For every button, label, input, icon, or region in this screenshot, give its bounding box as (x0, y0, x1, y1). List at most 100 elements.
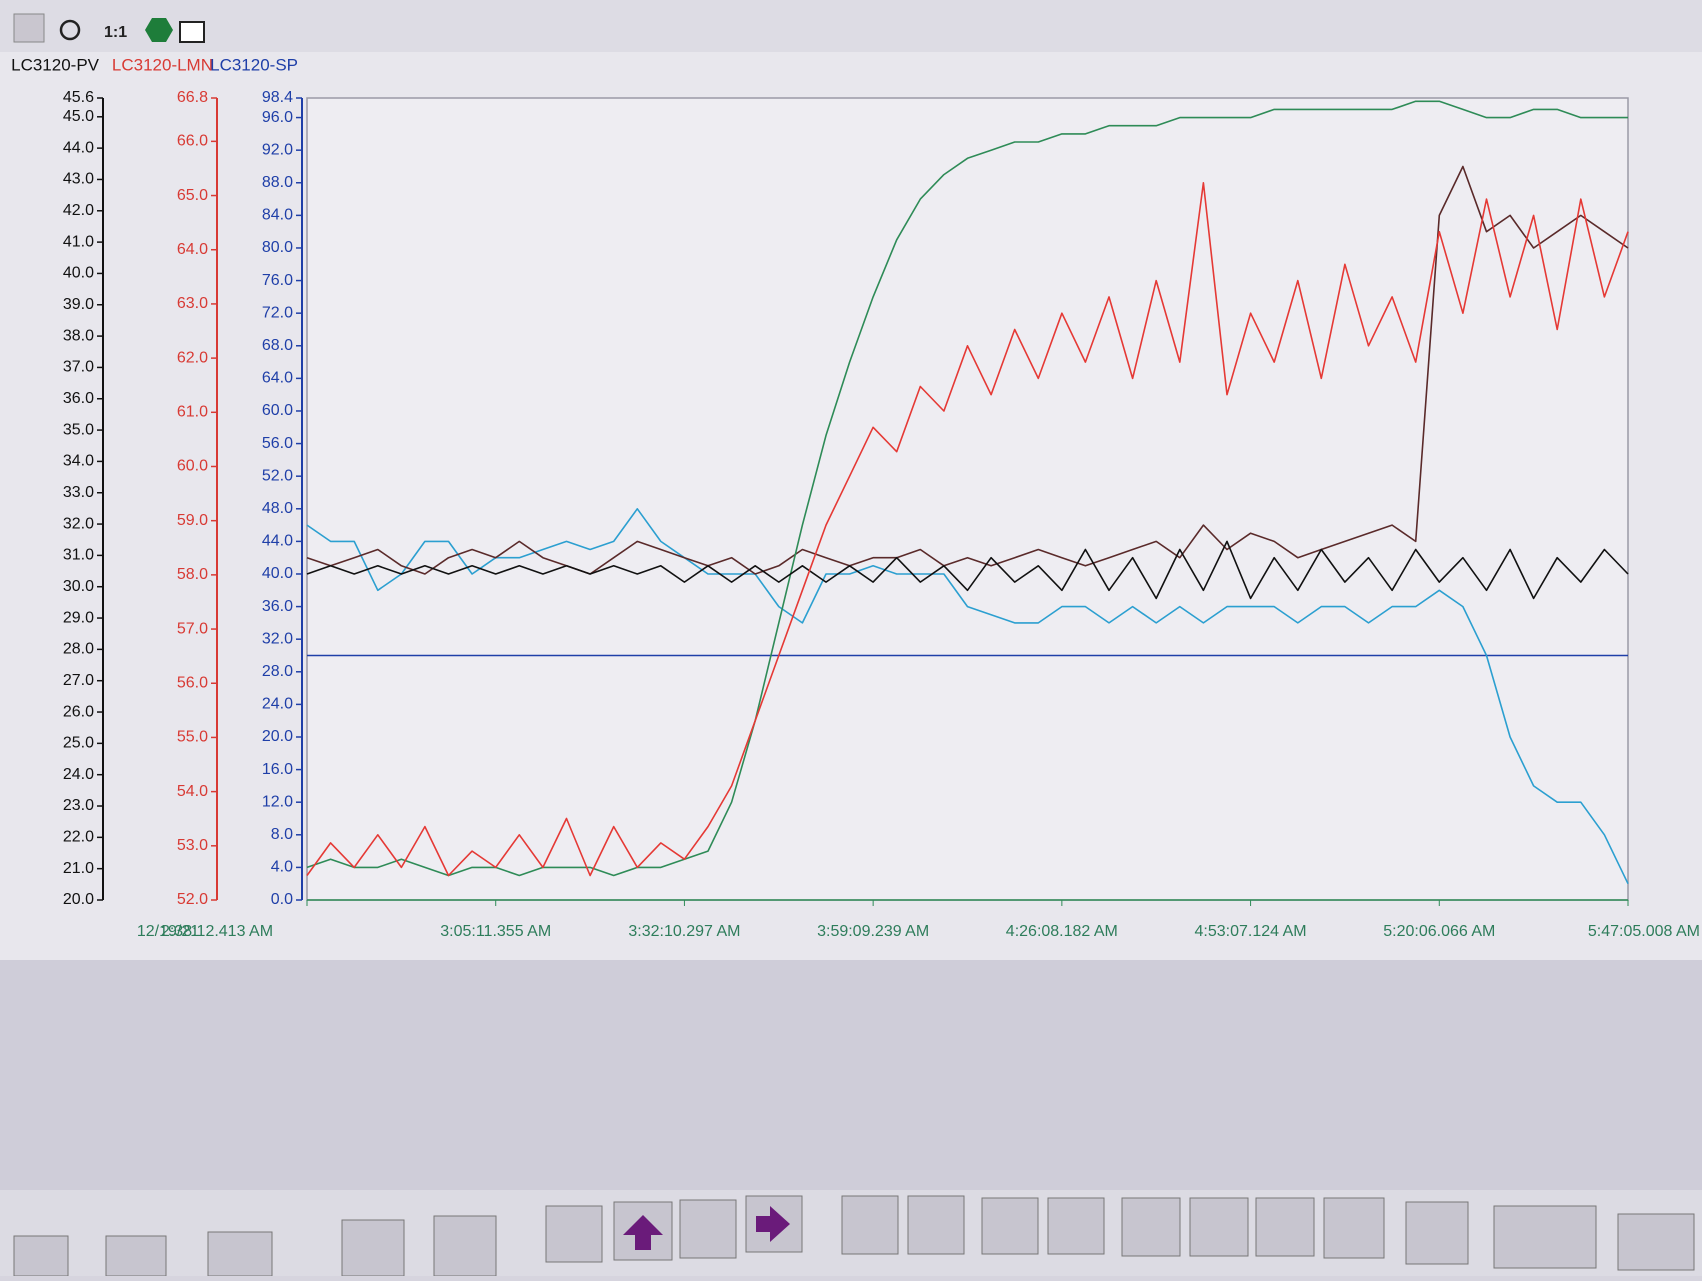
y-tick-label: 32.0 (63, 515, 94, 532)
y-tick-label: 28.0 (63, 641, 94, 658)
series-line (306, 100, 1628, 877)
y-tick-label: 44.0 (262, 533, 293, 550)
y-tick-label: 66.0 (177, 133, 208, 150)
y-tick-label: 60.0 (177, 458, 208, 475)
y-tick-label: 45.6 (63, 89, 94, 106)
toolbar-button[interactable] (13, 1235, 69, 1277)
y-tick-label: 63.0 (177, 295, 208, 312)
y-tick-label: 88.0 (262, 174, 293, 191)
y-tick-label: 23.0 (63, 797, 94, 814)
y-tick-label: 96.0 (262, 109, 293, 126)
empty-area (0, 960, 1702, 1190)
y-tick-label: 38.0 (63, 327, 94, 344)
y-tick-label: 45.0 (63, 108, 94, 125)
y-tick-label: 28.0 (262, 663, 293, 680)
x-tick-label: 2:38:12.413 AM (161, 923, 273, 940)
y-tick-label: 21.0 (63, 860, 94, 877)
toolbar-button[interactable] (1405, 1201, 1469, 1265)
y-tick-label: 98.4 (262, 89, 293, 106)
y-tick-label: 57.0 (177, 620, 208, 637)
y-tick-label: 66.8 (177, 89, 208, 106)
series-line (306, 540, 1629, 600)
y-tick-label: 29.0 (63, 609, 94, 626)
toolbar-button[interactable] (1121, 1197, 1181, 1257)
y-tick-label: 62.0 (177, 349, 208, 366)
y-tick-label: 60.0 (262, 402, 293, 419)
y-tick-label: 56.0 (177, 674, 208, 691)
toolbar-button[interactable] (1189, 1197, 1249, 1257)
y-tick-label: 20.0 (262, 728, 293, 745)
axis-title: LC3120-LMN (112, 55, 213, 74)
arrow-icon (756, 1206, 790, 1242)
nav-left-button[interactable] (545, 1205, 603, 1263)
print-button[interactable] (179, 21, 205, 43)
y-tick-label: 4.0 (271, 859, 293, 876)
y-tick-label: 44.0 (63, 139, 94, 156)
y-tick-label: 68.0 (262, 337, 293, 354)
zoom-button[interactable] (59, 19, 81, 41)
y-tick-label: 36.0 (63, 390, 94, 407)
y-tick-label: 36.0 (262, 598, 293, 615)
series-line (306, 508, 1629, 885)
y-tick-label: 34.0 (63, 453, 94, 470)
x-tick-label: 5:47:05.008 AM (1588, 923, 1700, 940)
y-tick-label: 40.0 (63, 265, 94, 282)
y-tick-label: 48.0 (262, 500, 293, 517)
y-tick-label: 76.0 (262, 272, 293, 289)
y-tick-label: 20.0 (63, 891, 94, 908)
redo-button[interactable] (907, 1195, 965, 1255)
toolbar-buttons (13, 1195, 1695, 1277)
forward-button[interactable] (981, 1197, 1039, 1255)
toolbar-button[interactable] (207, 1231, 273, 1277)
y-tick-label: 31.0 (63, 547, 94, 564)
y-tick-label: 24.0 (262, 696, 293, 713)
y-tick-label: 30.0 (63, 578, 94, 595)
nav-down-button[interactable] (679, 1199, 737, 1259)
y-tick-label: 24.0 (63, 766, 94, 783)
toolbar-button[interactable] (1493, 1205, 1597, 1269)
arrow-icon (623, 1215, 663, 1250)
y-tick-label: 43.0 (63, 171, 94, 188)
y-tick-label: 56.0 (262, 435, 293, 452)
x-tick-label: 3:59:09.239 AM (817, 923, 929, 940)
x-tick-label: 3:05:11.355 AM (440, 923, 551, 940)
y-tick-label: 27.0 (63, 672, 94, 689)
run-button[interactable] (145, 18, 173, 42)
y-tick-label: 84.0 (262, 207, 293, 224)
y-tick-label: 61.0 (177, 404, 208, 421)
undo-button[interactable] (841, 1195, 899, 1255)
y-tick-label: 0.0 (271, 891, 293, 908)
top-toolbar (0, 0, 1702, 52)
x-tick-label: 3:32:10.297 AM (628, 923, 740, 940)
axis-title: LC3120-SP (210, 55, 298, 74)
y-tick-label: 54.0 (177, 783, 208, 800)
zoom-label[interactable]: 1:1 (104, 24, 127, 41)
toolbar-button[interactable] (1617, 1213, 1695, 1271)
y-tick-label: 92.0 (262, 141, 293, 158)
y-tick-label: 52.0 (262, 467, 293, 484)
x-tick-label: 5:20:06.066 AM (1383, 923, 1495, 940)
y-tick-label: 35.0 (63, 421, 94, 438)
toolbar-button[interactable] (1323, 1197, 1385, 1259)
y-tick-label: 64.0 (262, 370, 293, 387)
y-tick-label: 40.0 (262, 565, 293, 582)
y-tick-label: 25.0 (63, 735, 94, 752)
forward-button[interactable] (1047, 1197, 1105, 1255)
y-tick-label: 64.0 (177, 241, 208, 258)
date-label: 12/19/21 (137, 923, 199, 940)
toolbar-button[interactable] (341, 1219, 405, 1277)
toolbar-button[interactable] (1255, 1197, 1315, 1257)
y-tick-label: 53.0 (177, 837, 208, 854)
toolbar-button[interactable] (105, 1235, 167, 1277)
y-tick-label: 8.0 (271, 826, 293, 843)
y-tick-label: 37.0 (63, 359, 94, 376)
y-tick-label: 16.0 (262, 761, 293, 778)
toolbar-button[interactable] (433, 1215, 497, 1277)
toolbar-button[interactable] (13, 13, 45, 43)
y-tick-label: 42.0 (63, 202, 94, 219)
y-tick-label: 58.0 (177, 566, 208, 583)
y-tick-label: 55.0 (177, 729, 208, 746)
y-tick-label: 39.0 (63, 296, 94, 313)
y-tick-label: 26.0 (63, 703, 94, 720)
